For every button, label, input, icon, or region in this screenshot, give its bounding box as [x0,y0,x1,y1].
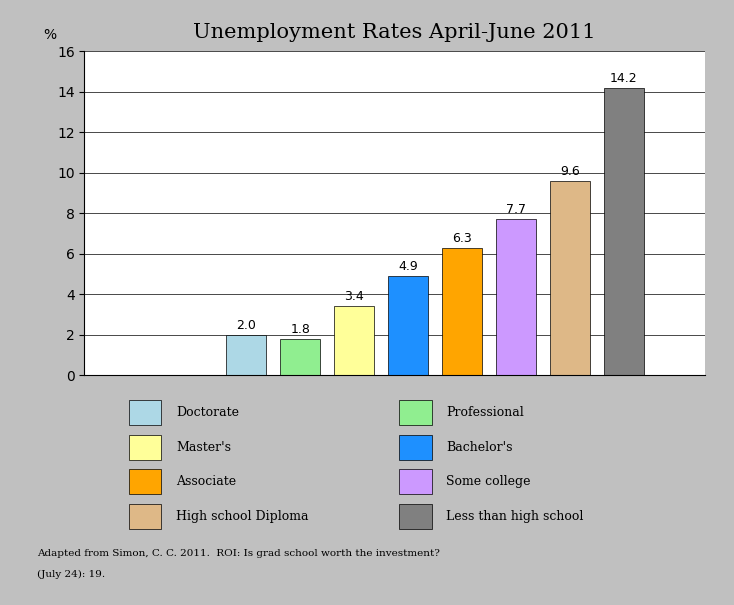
Bar [226,335,266,375]
Text: 14.2: 14.2 [610,72,638,85]
Text: 4.9: 4.9 [398,260,418,273]
Text: Bachelor's: Bachelor's [446,440,513,454]
Text: High school Diploma: High school Diploma [176,510,309,523]
Bar [399,469,432,494]
Bar [550,181,590,375]
Bar [388,276,428,375]
Bar [129,400,161,425]
Text: Associate: Associate [176,476,236,488]
Text: Doctorate: Doctorate [176,406,239,419]
Bar [495,220,536,375]
Bar [129,504,161,529]
Text: 1.8: 1.8 [290,322,310,336]
Text: Professional: Professional [446,406,524,419]
Bar [399,434,432,460]
Text: 9.6: 9.6 [560,165,580,178]
Text: 2.0: 2.0 [236,319,256,332]
Bar [442,247,482,375]
Text: Some college: Some college [446,476,531,488]
Bar [399,504,432,529]
Text: 7.7: 7.7 [506,203,526,217]
Text: 6.3: 6.3 [452,232,472,244]
Bar [280,339,320,375]
Bar [129,469,161,494]
Bar [603,88,644,375]
Title: Unemployment Rates April-June 2011: Unemployment Rates April-June 2011 [193,22,596,42]
Text: 3.4: 3.4 [344,290,364,303]
Bar [399,400,432,425]
Text: Master's: Master's [176,440,231,454]
Text: Adapted from Simon, C. C. 2011.  ROI: Is grad school worth the investment?: Adapted from Simon, C. C. 2011. ROI: Is … [37,549,443,558]
Y-axis label: %: % [44,28,57,42]
Bar [334,306,374,375]
Text: (July 24): 19.: (July 24): 19. [37,570,105,579]
Text: Less than high school: Less than high school [446,510,584,523]
Bar [129,434,161,460]
